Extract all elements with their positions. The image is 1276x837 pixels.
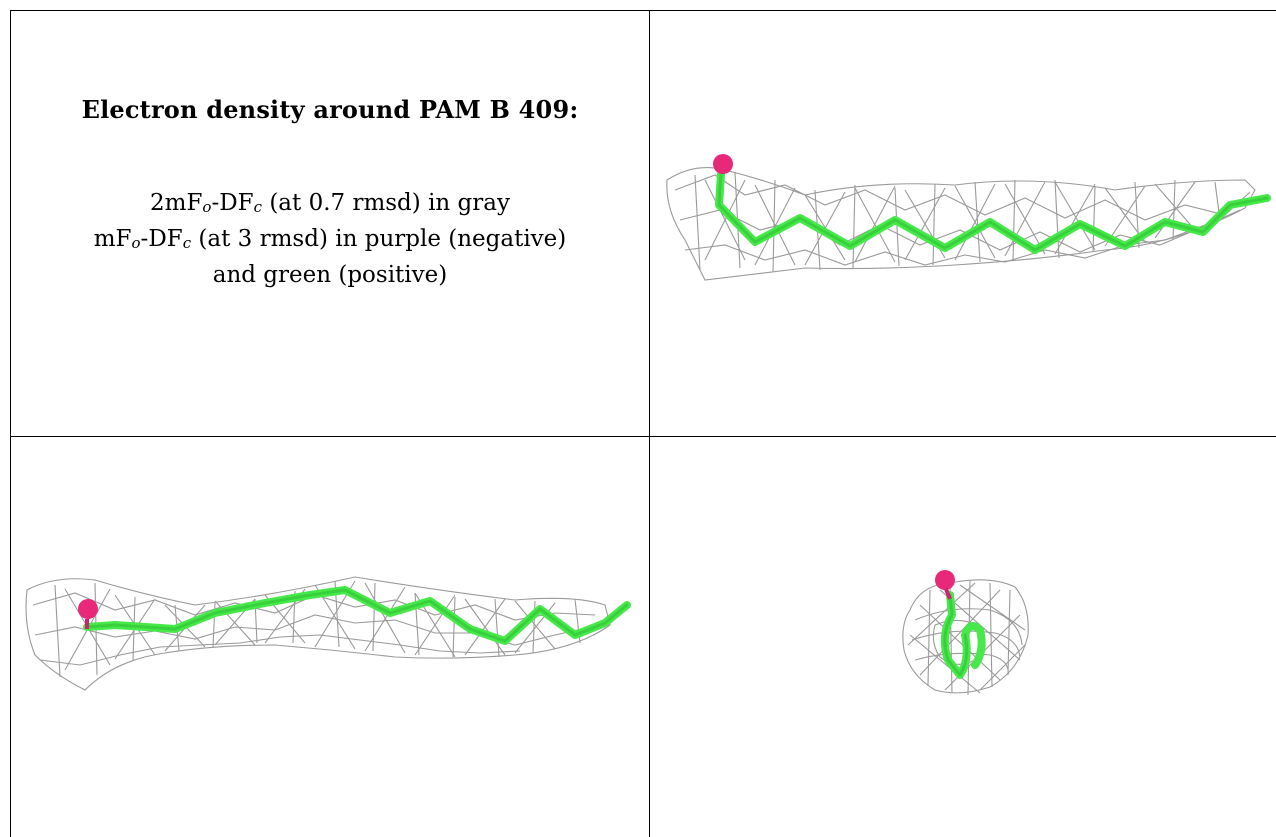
legend-line-mfo-dfc: mFo-DFc (at 3 rmsd) in purple (negative) [93,226,567,252]
density-mesh-end-on-view-icon [902,570,1029,696]
density-mesh-front-view-icon [25,576,631,691]
table-left-border [10,10,11,837]
legend-line-colors: and green (positive) [212,262,448,288]
density-view-bottom-left [15,565,640,700]
density-view-top-right [655,150,1275,290]
oxygen-atom-icon [713,154,733,174]
table-top-border [10,10,1276,11]
oxygen-atom-icon [935,570,955,590]
caption-title: Electron density around PAM B 409: [81,95,579,124]
caption-legend: 2mFo-DFc (at 0.7 rmsd) in gray mFo-DFc (… [10,186,650,292]
table-middle-border [10,436,1276,437]
oxygen-atom-icon [78,599,98,619]
density-view-bottom-right [890,565,1040,705]
caption-cell: Electron density around PAM B 409: 2mFo-… [10,95,650,292]
legend-line-2mfo-dfc: 2mFo-DFc (at 0.7 rmsd) in gray [150,190,510,216]
table-center-border [649,10,650,837]
density-mesh-side-view-icon [666,154,1271,281]
